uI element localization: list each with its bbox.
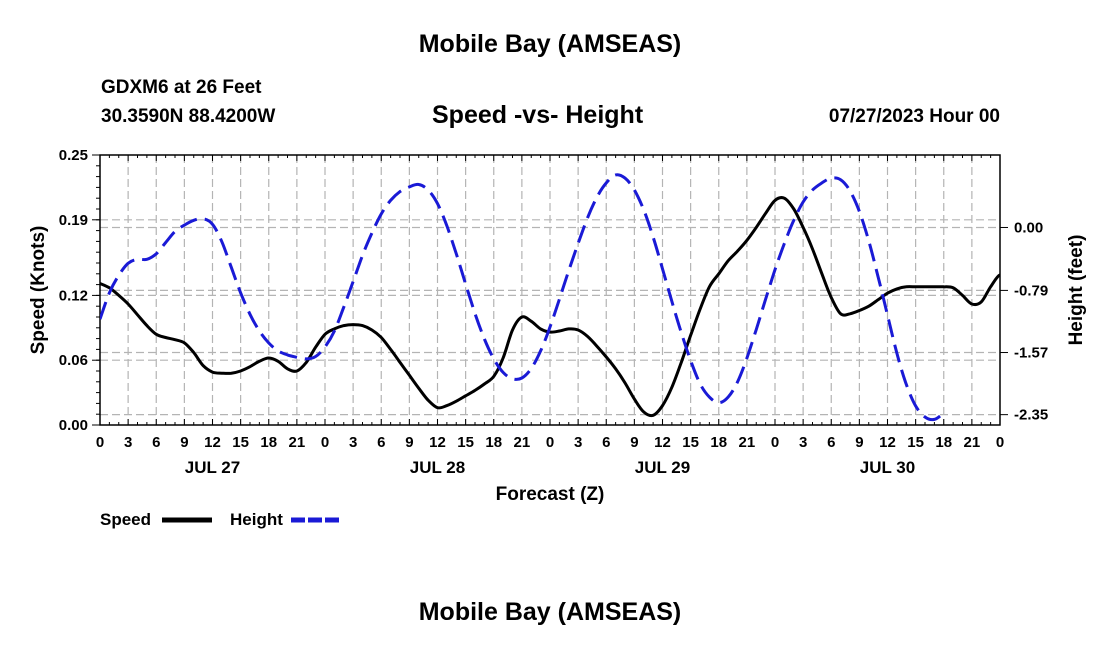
x-axis-title: Forecast (Z)	[496, 484, 605, 505]
x-tick-label: 6	[152, 434, 160, 451]
x-tick-label: 3	[124, 434, 132, 451]
speed-series-line	[100, 196, 1000, 418]
x-tick-label: 21	[739, 434, 756, 451]
station-label: GDXM6 at 26 Feet	[101, 77, 262, 98]
page-title-repeat: Mobile Bay (AMSEAS)	[418, 598, 682, 626]
x-tick-label: 6	[827, 434, 835, 451]
x-tick-label: 18	[485, 434, 502, 451]
x-tick-label: 0	[96, 434, 104, 451]
legend-label-speed: Speed	[100, 510, 151, 529]
height-series-line	[100, 173, 945, 422]
x-tick-label: 18	[710, 434, 727, 451]
page-title: Mobile Bay (AMSEAS)	[418, 30, 682, 58]
y-right-tick-label: 0.00	[1014, 219, 1043, 236]
x-tick-label: 9	[180, 434, 188, 451]
y-right-tick-label: -2.35	[1014, 407, 1048, 424]
x-tick-label: 3	[799, 434, 807, 451]
legend-label-height: Height	[230, 510, 283, 529]
x-tick-label: 12	[204, 434, 221, 451]
x-tick-label: 0	[996, 434, 1004, 451]
x-tick-label: 15	[907, 434, 924, 451]
day-label: JUL 29	[635, 458, 690, 477]
x-tick-label: 21	[964, 434, 981, 451]
day-label: JUL 28	[410, 458, 465, 477]
y-left-tick-label: 0.00	[59, 417, 88, 434]
day-label: JUL 27	[185, 458, 240, 477]
chart-subtitle: Speed -vs- Height	[432, 101, 644, 129]
x-tick-label: 3	[349, 434, 357, 451]
x-tick-label: 15	[682, 434, 699, 451]
station-coordinates: 30.3590N 88.4200W	[101, 106, 276, 127]
y-left-tick-label: 0.19	[59, 212, 88, 229]
x-tick-label: 18	[260, 434, 277, 451]
x-tick-label: 21	[289, 434, 306, 451]
x-tick-label: 12	[654, 434, 671, 451]
y-left-tick-label: 0.06	[59, 352, 88, 369]
plot-frame	[99, 154, 1001, 426]
x-tick-label: 12	[429, 434, 446, 451]
y-right-tick-label: -1.57	[1014, 345, 1048, 362]
day-label: JUL 30	[860, 458, 915, 477]
x-tick-label: 0	[771, 434, 779, 451]
x-tick-label: 15	[232, 434, 249, 451]
y-left-tick-label: 0.25	[59, 147, 88, 164]
forecast-run-time: 07/27/2023 Hour 00	[828, 106, 1000, 127]
x-tick-label: 9	[855, 434, 863, 451]
x-tick-label: 18	[935, 434, 952, 451]
y-right-axis-title: Height (feet)	[1066, 235, 1087, 346]
x-tick-label: 3	[574, 434, 582, 451]
x-tick-label: 0	[546, 434, 554, 451]
x-tick-label: 12	[879, 434, 896, 451]
x-tick-label: 9	[405, 434, 413, 451]
y-left-tick-label: 0.12	[59, 287, 88, 304]
y-right-tick-label: -0.79	[1014, 282, 1048, 299]
x-tick-label: 21	[514, 434, 531, 451]
x-tick-label: 6	[602, 434, 610, 451]
x-tick-label: 9	[630, 434, 638, 451]
x-tick-label: 15	[457, 434, 474, 451]
y-left-axis-title: Speed (Knots)	[28, 226, 49, 355]
x-tick-label: 0	[321, 434, 329, 451]
x-tick-label: 6	[377, 434, 385, 451]
